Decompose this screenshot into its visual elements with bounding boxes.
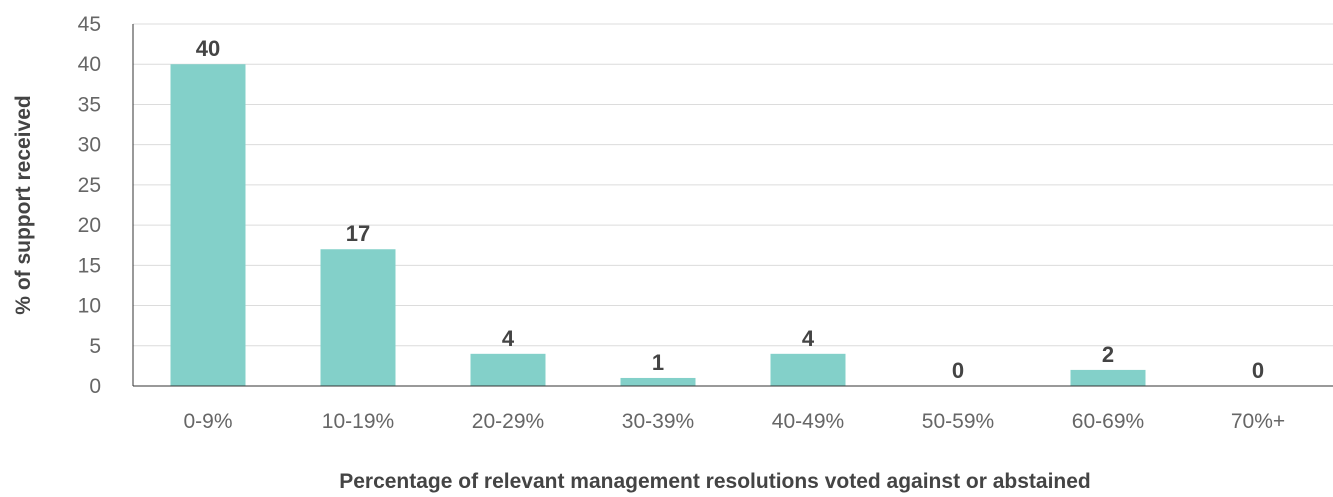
bar <box>620 377 696 386</box>
x-tick-label: 30-39% <box>622 410 694 433</box>
data-label: 4 <box>802 326 815 351</box>
data-label: 4 <box>502 326 515 351</box>
x-tick-label: 70%+ <box>1231 410 1285 433</box>
x-tick-label: 10-19% <box>322 410 394 433</box>
y-tick-label: 0 <box>89 375 101 398</box>
y-tick-label: 30 <box>78 134 101 157</box>
y-tick-label: 25 <box>78 174 101 197</box>
data-label: 0 <box>1252 358 1264 383</box>
gridlines <box>133 23 1333 347</box>
data-label: 0 <box>952 358 964 383</box>
y-tick-label: 40 <box>78 53 101 76</box>
bars <box>170 64 1146 386</box>
data-label: 17 <box>346 221 370 246</box>
x-tick-label: 20-29% <box>472 410 544 433</box>
bar <box>320 249 396 386</box>
x-tick-label: 40-49% <box>772 410 844 433</box>
x-axis-ticks: 0-9% 10-19% 20-29% 30-39% 40-49% 50-59% 60-69%… <box>183 410 1285 433</box>
data-label: 1 <box>652 350 664 375</box>
y-axis-ticks: 0 5 10 15 20 25 30 35 40 45 <box>78 13 101 398</box>
y-tick-label: 45 <box>78 13 101 36</box>
y-tick-label: 10 <box>78 295 101 318</box>
bar <box>1070 369 1146 386</box>
x-tick-label: 60-69% <box>1072 410 1144 433</box>
data-label: 40 <box>196 36 220 61</box>
bar <box>770 353 846 386</box>
y-tick-label: 20 <box>78 214 101 237</box>
bar <box>170 64 246 386</box>
x-axis-label: Percentage of relevant management resolu… <box>339 470 1091 493</box>
y-tick-label: 5 <box>89 335 101 358</box>
y-tick-label: 35 <box>78 93 101 116</box>
y-tick-label: 15 <box>78 254 101 277</box>
data-label: 2 <box>1102 342 1114 367</box>
x-tick-label: 0-9% <box>183 410 232 433</box>
x-tick-label: 50-59% <box>922 410 994 433</box>
y-axis-label: % of support received <box>12 95 35 314</box>
bar <box>470 353 546 386</box>
